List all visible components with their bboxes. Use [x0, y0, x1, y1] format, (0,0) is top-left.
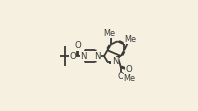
Text: Me: Me: [103, 29, 115, 38]
Text: Me: Me: [124, 35, 136, 44]
Text: N: N: [94, 52, 100, 61]
Text: O: O: [117, 72, 124, 81]
Text: N: N: [112, 57, 118, 66]
Text: Me: Me: [123, 74, 135, 83]
Text: O: O: [125, 65, 132, 74]
Text: O: O: [75, 41, 81, 50]
Text: N: N: [80, 52, 87, 61]
Text: O: O: [69, 52, 76, 61]
